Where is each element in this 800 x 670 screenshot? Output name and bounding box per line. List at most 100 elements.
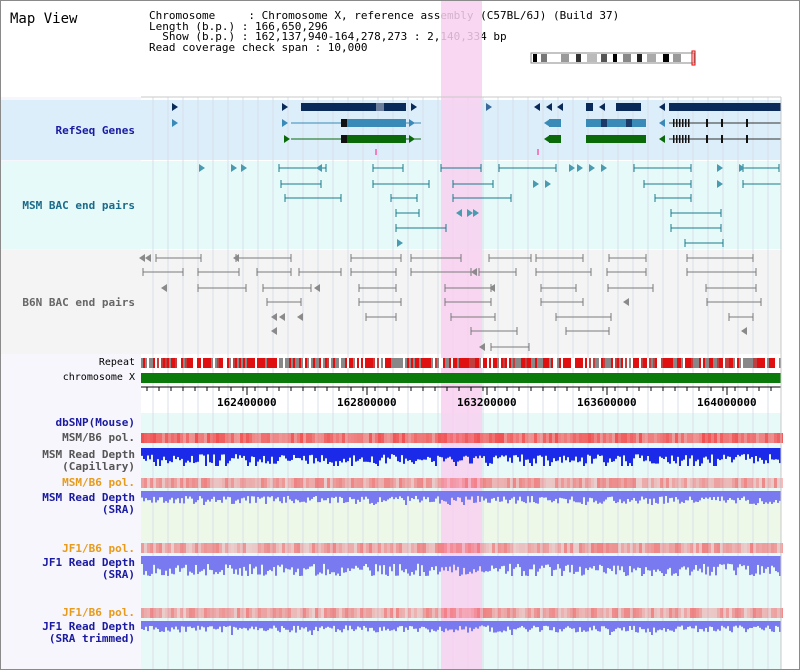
polymorphism-cell [435, 608, 438, 618]
depth-bar [559, 621, 561, 630]
gene-arrow [316, 164, 322, 172]
depth-bar [615, 491, 617, 504]
polymorphism-cell [153, 543, 156, 553]
repeat-segment [481, 358, 483, 368]
track-label-msm-pol-2[interactable]: MSM/B6 pol. [62, 476, 135, 489]
repeat-segment [639, 358, 641, 368]
depth-bar [245, 491, 247, 501]
polymorphism-cell [333, 543, 336, 553]
polymorphism-cell [171, 478, 174, 488]
track-label-chromosome[interactable]: chromosome X [62, 372, 135, 383]
polymorphism-cell [672, 433, 675, 443]
depth-bar [659, 448, 661, 457]
polymorphism-cell [219, 543, 222, 553]
depth-bar [259, 621, 261, 629]
depth-bar [601, 491, 603, 504]
track-label-jf1-pol-1[interactable]: JF1/B6 pol. [62, 542, 135, 555]
depth-bar [253, 491, 255, 497]
track-label-msm-bac[interactable]: MSM BAC end pairs [22, 199, 135, 212]
polymorphism-cell [297, 543, 300, 553]
depth-bar [441, 556, 443, 568]
depth-bar [165, 556, 167, 571]
depth-bar [489, 448, 491, 464]
polymorphism-cell [243, 543, 246, 553]
polymorphism-cell [222, 433, 225, 443]
depth-bar [599, 448, 601, 457]
gene-arrow [717, 164, 723, 172]
depth-bar [243, 621, 245, 628]
depth-bar [761, 621, 763, 630]
depth-bar [657, 556, 659, 570]
depth-bar [275, 556, 277, 576]
polymorphism-cell [699, 478, 702, 488]
depth-bar [767, 448, 769, 464]
polymorphism-cell [681, 478, 684, 488]
depth-bar [505, 491, 507, 500]
depth-bar [175, 621, 177, 627]
depth-bar [215, 491, 217, 502]
depth-bar [469, 491, 471, 500]
depth-bar [179, 448, 181, 461]
depth-bar [737, 491, 739, 498]
track-label-jf1-depth-sra[interactable]: JF1 Read Depth (SRA) [1, 557, 135, 581]
repeat-segment [179, 358, 181, 368]
polymorphism-cell [477, 433, 480, 443]
depth-bar [483, 491, 485, 501]
polymorphism-cell [261, 433, 264, 443]
depth-bar [489, 491, 491, 503]
depth-bar [299, 621, 301, 630]
depth-bar [729, 621, 731, 631]
repeat-segment [485, 358, 487, 368]
polymorphism-cell [678, 433, 681, 443]
repeat-segment [779, 358, 781, 368]
polymorphism-cell [228, 543, 231, 553]
depth-bar [651, 556, 653, 576]
depth-bar [475, 491, 477, 503]
track-label-refseq[interactable]: RefSeq Genes [55, 124, 135, 137]
track-label-jf1-pol-2[interactable]: JF1/B6 pol. [62, 606, 135, 619]
polymorphism-cell [633, 478, 636, 488]
polymorphism-cell [465, 543, 468, 553]
polymorphism-cell [522, 433, 525, 443]
polymorphism-cell [279, 608, 282, 618]
depth-bar [463, 491, 465, 505]
repeat-segment [579, 358, 581, 368]
repeat-segment [369, 358, 371, 368]
polymorphism-cell [582, 433, 585, 443]
depth-bar [321, 448, 323, 456]
polymorphism-cell [771, 543, 774, 553]
depth-bar [401, 491, 403, 499]
polymorphism-cell [180, 543, 183, 553]
depth-bar [221, 556, 223, 571]
track-label-b6n-bac[interactable]: B6N BAC end pairs [22, 296, 135, 309]
polymorphism-cell [546, 433, 549, 443]
repeat-segment [287, 358, 289, 368]
ideogram-band [576, 54, 581, 62]
depth-bar [411, 491, 413, 499]
depth-bar [531, 556, 533, 570]
depth-bar [481, 621, 483, 626]
polymorphism-cell [180, 433, 183, 443]
depth-bar [155, 621, 157, 628]
depth-bar [455, 621, 457, 630]
track-label-msm-pol-1[interactable]: MSM/B6 pol. [62, 431, 135, 444]
repeat-segment [375, 358, 377, 368]
depth-bar [619, 491, 621, 500]
polymorphism-cell [732, 608, 735, 618]
depth-bar [433, 621, 435, 631]
track-label-msm-depth-cap[interactable]: MSM Read Depth (Capillary) [1, 449, 135, 473]
polymorphism-cell [456, 433, 459, 443]
track-label-jf1-depth-trim[interactable]: JF1 Read Depth (SRA trimmed) [1, 621, 135, 645]
polymorphism-cell [666, 608, 669, 618]
depth-bar [713, 621, 715, 631]
polymorphism-cell [246, 478, 249, 488]
depth-bar [449, 448, 451, 457]
polymorphism-cell [426, 543, 429, 553]
polymorphism-cell [477, 543, 480, 553]
depth-bar [719, 621, 721, 631]
track-label-msm-depth-sra[interactable]: MSM Read Depth (SRA) [1, 492, 135, 516]
depth-bar [311, 491, 313, 499]
track-label-dbsnp[interactable]: dbSNP(Mouse) [55, 416, 135, 429]
track-label-repeat[interactable]: Repeat [98, 357, 135, 368]
